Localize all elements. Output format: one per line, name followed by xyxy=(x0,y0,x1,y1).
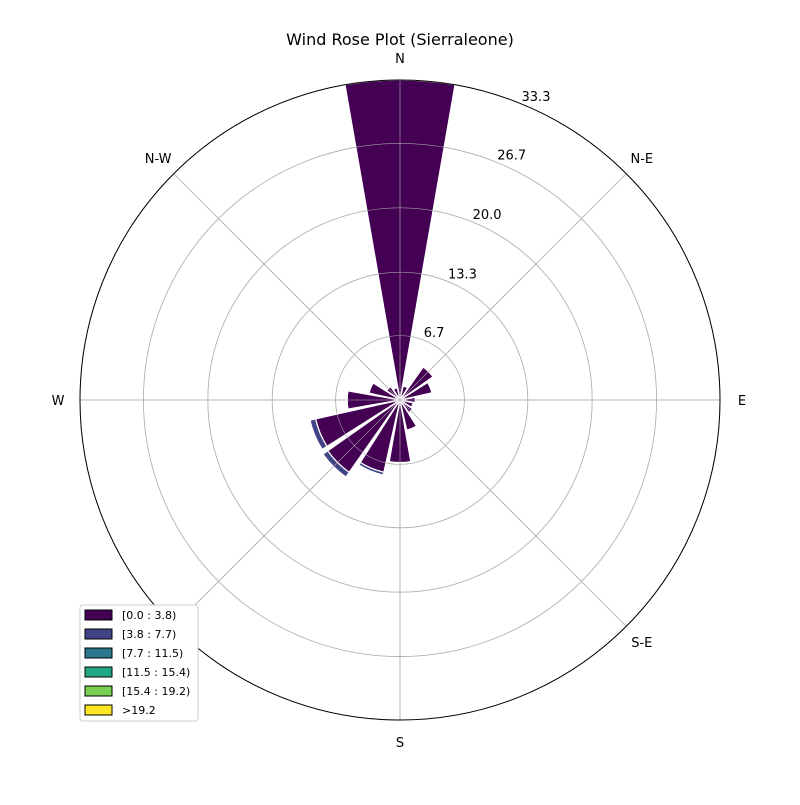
legend-swatch xyxy=(84,628,113,640)
direction-label-s-e: S-E xyxy=(631,636,652,651)
wind-bar-157.5-bin0 xyxy=(399,399,418,431)
wind-bar-247.5-bin1 xyxy=(309,418,328,451)
polar-frame xyxy=(79,79,721,721)
grid-spoke-overlay xyxy=(399,399,627,627)
radial-tick-label: 13.3 xyxy=(448,268,477,283)
direction-label-w: W xyxy=(52,394,65,409)
chart-title: Wind Rose Plot (Sierraleone) xyxy=(286,30,514,49)
wind-bar-337.5-bin0 xyxy=(392,387,401,401)
polar-outline xyxy=(79,79,721,721)
grid-spoke-overlay xyxy=(173,399,401,627)
grid-spoke-overlay xyxy=(399,173,627,401)
legend-label: [15.4 : 19.2) xyxy=(122,685,190,698)
legend-label: >19.2 xyxy=(122,704,156,717)
legend: [0.0 : 3.8) [3.8 : 7.7) [7.7 : 11.5) [11.5 … xyxy=(79,604,199,722)
legend-swatch xyxy=(84,685,113,697)
radial-tick-label: 20.0 xyxy=(473,208,502,223)
legend-label: [0.0 : 3.8) xyxy=(122,609,176,622)
grid-spoke-overlay xyxy=(173,173,401,401)
wind-bar-202.5-bin1 xyxy=(357,461,385,476)
wind-bar-292.5-bin0 xyxy=(368,382,401,401)
direction-label-n-e: N-E xyxy=(631,152,654,167)
legend-label: [11.5 : 15.4) xyxy=(122,666,190,679)
radial-tick-label: 6.7 xyxy=(424,326,445,341)
direction-label-n-w: N-W xyxy=(145,152,172,167)
wind-bar-67.5-bin0 xyxy=(399,381,433,401)
legend-label: [7.7 : 11.5) xyxy=(122,647,183,660)
legend-swatch xyxy=(84,609,113,621)
direction-label-e: E xyxy=(738,394,746,409)
axis-labels: 6.7 13.3 20.0 26.7 33.3 N N-E E S-E S W N-W xyxy=(52,52,747,751)
direction-label-s: S xyxy=(396,736,404,751)
legend-swatch xyxy=(84,704,113,716)
legend-swatch xyxy=(84,647,113,659)
wind-bar-45-bin1 xyxy=(422,365,435,378)
legend-swatch xyxy=(84,666,113,678)
radial-tick-label: 33.3 xyxy=(522,90,551,105)
direction-label-n: N xyxy=(395,52,405,67)
radial-tick-label: 26.7 xyxy=(497,149,526,164)
legend-label: [3.8 : 7.7) xyxy=(122,628,176,641)
